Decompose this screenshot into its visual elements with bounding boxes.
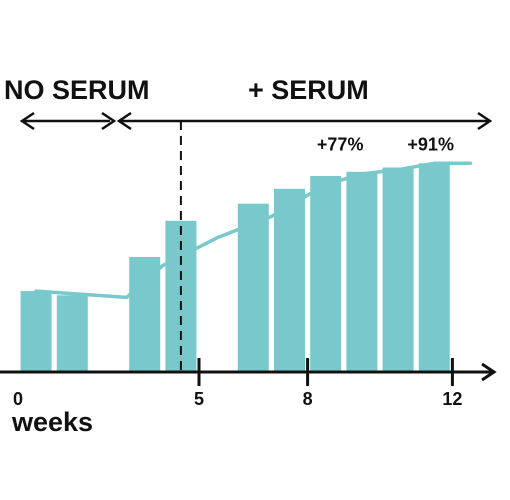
bar-5 xyxy=(237,203,269,372)
annotations: +77% +91% xyxy=(317,134,454,154)
x-tick-label-5: 5 xyxy=(194,389,204,409)
bar-7 xyxy=(310,176,342,372)
bar-3 xyxy=(129,257,161,372)
serum-arrow-right-head xyxy=(477,111,493,131)
trend-line xyxy=(34,161,473,300)
no-serum-arrow-left-head xyxy=(19,111,35,131)
x-tick-label-8: 8 xyxy=(303,389,313,409)
data-label-2: +91% xyxy=(407,134,454,154)
x-axis-arrow-head xyxy=(481,362,497,382)
bar-2 xyxy=(56,295,88,372)
bar-1 xyxy=(20,291,52,372)
bar-8 xyxy=(346,171,378,372)
x-axis-unit-label: weeks xyxy=(11,407,93,437)
no-serum-arrow-right-head xyxy=(101,111,117,131)
no-serum-label: NO SERUM xyxy=(4,75,150,105)
x-tick-label-12: 12 xyxy=(442,389,462,409)
serum-arrow-left-head xyxy=(116,111,132,131)
bar-10 xyxy=(418,163,450,372)
bar-9 xyxy=(382,167,414,372)
phase-arrows xyxy=(19,111,493,131)
x-ticks: 0 5 8 12 xyxy=(13,358,462,409)
x-tick-label-0: 0 xyxy=(13,389,23,409)
bar-6 xyxy=(274,188,305,372)
bars-group xyxy=(20,163,450,372)
serum-label: + SERUM xyxy=(248,75,369,105)
data-label-1: +77% xyxy=(317,134,364,154)
